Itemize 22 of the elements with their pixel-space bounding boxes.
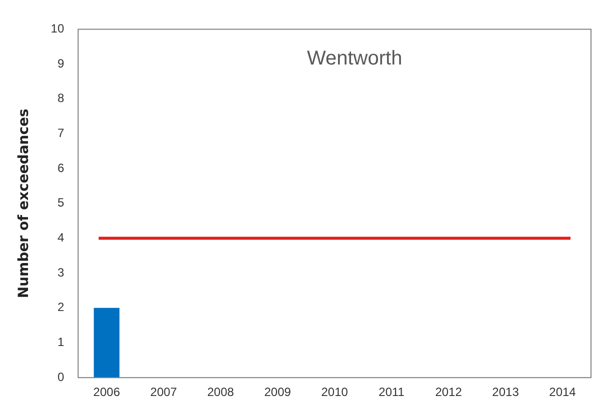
x-tick-label: 2008 — [207, 385, 234, 400]
y-tick-label: 1 — [57, 335, 64, 350]
y-tick-label: 9 — [57, 56, 64, 70]
x-tick-label: 2009 — [264, 385, 292, 400]
x-tick-label: 2012 — [435, 385, 462, 400]
x-tick-label: 2006 — [93, 385, 120, 400]
x-tick-label: 2010 — [321, 385, 348, 400]
y-tick-label: 0 — [57, 370, 64, 384]
y-tick-label: 3 — [57, 265, 64, 280]
y-tick-label: 6 — [57, 160, 64, 175]
text: Wentworth — [306, 48, 402, 70]
x-tick-label: 2014 — [549, 385, 576, 400]
x-tick-label: 2007 — [150, 385, 178, 400]
x-tick-label: 2011 — [378, 385, 405, 400]
y-tick-label: 4 — [57, 230, 64, 245]
y-tick-label: 5 — [57, 196, 64, 210]
y-tick-label: 2 — [57, 300, 64, 314]
y-tick-label: 8 — [57, 91, 64, 106]
y-tick-label: 10 — [50, 22, 64, 36]
y-axis-title: Number of exceedances — [16, 108, 32, 298]
y-tick-label: 7 — [57, 126, 64, 140]
x-tick-label: 2013 — [492, 385, 520, 400]
